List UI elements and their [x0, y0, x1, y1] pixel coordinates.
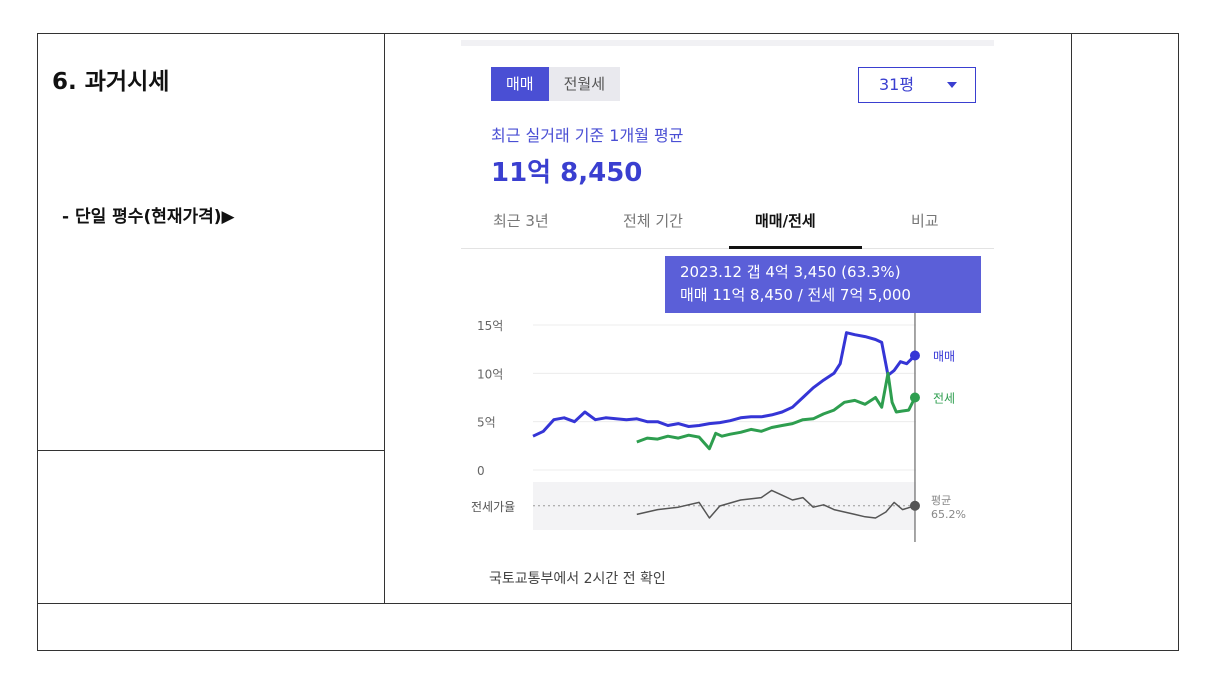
ratio-average-label: 평균 [931, 494, 951, 507]
chart-tooltip: 2023.12 갭 4억 3,450 (63.3%) 매매 11억 8,450 … [665, 256, 981, 313]
price-history-chart: 15억 10억 5억 0 전세가율 2006 2008 2010 2012 2014 2016 201… [471, 310, 966, 550]
active-tab-indicator [729, 246, 862, 249]
tooltip-line-prices: 매매 11억 8,450 / 전세 7억 5,000 [680, 286, 911, 304]
y-tick-label: 0 [477, 464, 485, 478]
sale-series-label: 매매 [933, 349, 955, 363]
document-table [37, 33, 1179, 651]
table-divider-right [1071, 33, 1072, 651]
tab-compare[interactable]: 비교 [911, 212, 939, 230]
sale-series-end-point [909, 350, 920, 361]
chevron-down-icon [947, 82, 957, 88]
x-tick-label: 2006 [527, 549, 559, 550]
segment-rent[interactable]: 전월세 [563, 75, 606, 93]
price-widget: 매매 전월세 31평 최근 실거래 기준 1개월 평균 11억 8,450 최근… [461, 40, 994, 595]
size-select[interactable]: 31평 [858, 67, 976, 103]
ratio-average-value: 65.2% [931, 508, 966, 521]
tab-all-period[interactable]: 전체 기간 [623, 212, 683, 230]
segment-sale[interactable]: 매매 [491, 67, 549, 101]
ratio-series-end-point [909, 500, 920, 511]
jeonse-series-end-point [909, 392, 920, 403]
y-tick-label: 15억 [477, 319, 503, 333]
y-tick-label: 5억 [477, 416, 496, 430]
x-tick-label: 2018 [777, 549, 809, 550]
y-tick-label: 10억 [477, 367, 503, 381]
trade-type-toggle: 매매 전월세 [491, 67, 621, 101]
average-label: 최근 실거래 기준 1개월 평균 [491, 126, 684, 145]
table-divider-bottom [37, 603, 1072, 604]
jeonse-series-label: 전세 [933, 392, 955, 406]
size-select-value: 31평 [879, 75, 915, 94]
x-tick-label: 2008 [569, 549, 601, 550]
ratio-label: 전세가율 [471, 500, 515, 514]
section-title: 6. 과거시세 [52, 69, 170, 95]
widget-top-bar [461, 40, 994, 46]
x-tick-label: 2020 [818, 549, 850, 550]
tab-sale-jeonse[interactable]: 매매/전세 [755, 212, 816, 230]
jeonse-series-line [636, 371, 917, 451]
ratio-series-line [636, 489, 916, 519]
source-note: 국토교통부에서 2시간 전 확인 [489, 571, 666, 587]
period-tabs: 최근 3년 전체 기간 매매/전세 비교 [461, 202, 994, 249]
tooltip-line-gap: 2023.12 갭 4억 3,450 (63.3%) [680, 263, 901, 281]
subsection-label: - 단일 평수(현재가격)▶ [62, 207, 235, 227]
x-tick-label: 2014 [694, 549, 726, 550]
x-tick-label: 2022 [860, 549, 892, 550]
sale-series-line [532, 331, 917, 438]
tab-recent-3y[interactable]: 최근 3년 [493, 212, 549, 230]
table-divider-left [384, 33, 385, 603]
x-tick-label: 2016 [735, 549, 767, 550]
average-price: 11억 8,450 [491, 158, 643, 188]
x-tick-label: 2010 [611, 549, 643, 550]
x-tick-label: 2012 [652, 549, 684, 550]
table-divider-row [37, 450, 385, 451]
